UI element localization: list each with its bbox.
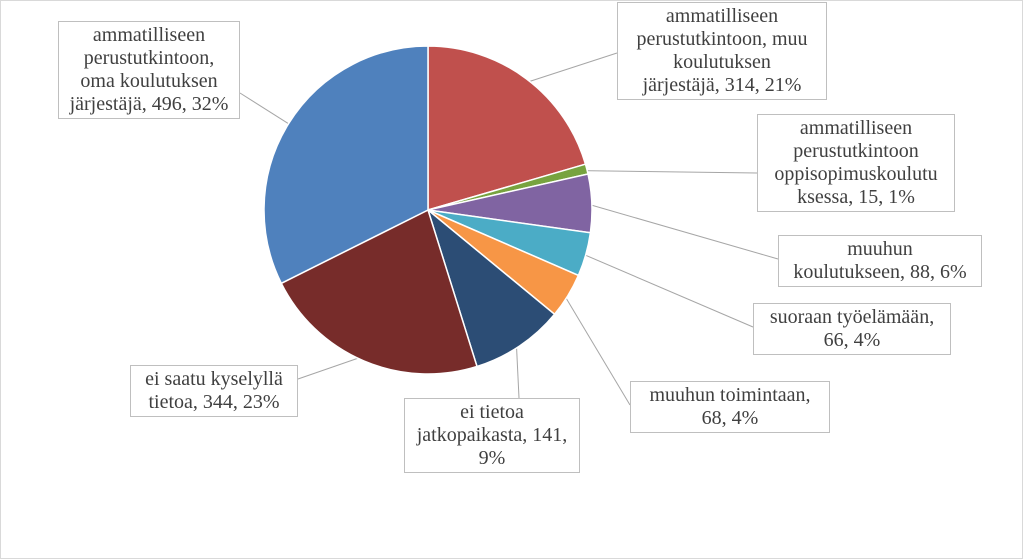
leader-line xyxy=(522,52,618,85)
data-label-line: ammatilliseen xyxy=(799,117,913,139)
pie-slice xyxy=(280,208,478,375)
data-label-line: ei saatu kyselyllä xyxy=(145,368,283,390)
data-label-line: tietoa, 344, 23% xyxy=(148,391,280,413)
data-label-line: jatkopaikasta, 141, xyxy=(416,424,568,446)
leader-line xyxy=(579,252,754,328)
data-label-line: 66, 4% xyxy=(823,329,881,351)
pie-slice xyxy=(263,45,429,285)
data-label-line: muuhun toimintaan, xyxy=(649,384,811,406)
data-label-line: koulutuksen xyxy=(673,51,771,73)
data-label-muuhun-koulutukseen: muuhun koulutukseen, 88, 6% xyxy=(778,235,982,287)
pie-slice xyxy=(427,45,587,211)
data-label-ei-tietoa: ei tietoa jatkopaikasta, 141, 9% xyxy=(404,398,580,473)
data-label-line: 68, 4% xyxy=(701,407,759,429)
leader-lines xyxy=(239,52,779,406)
data-label-line: ksessa, 15, 1% xyxy=(797,186,915,208)
leader-line xyxy=(239,92,294,128)
leader-line xyxy=(562,292,631,406)
data-label-line: muuhun xyxy=(847,238,913,260)
data-label-oppisopimus: ammatilliseen perustutkintoon oppisopimusk… xyxy=(757,114,955,212)
data-label-line: ammatilliseen xyxy=(92,24,206,46)
leader-line xyxy=(297,354,367,380)
data-label-line: ei tietoa xyxy=(460,401,524,423)
leader-line xyxy=(580,170,758,174)
data-label-ei-saatu: ei saatu kyselyllä tietoa, 344, 23% xyxy=(130,365,298,417)
data-label-line: perustutkintoon, muu xyxy=(636,28,808,50)
data-label-line: perustutkintoon, xyxy=(83,47,215,69)
data-label-muu-jarjestaja: ammatilliseen perustutkintoon, muu koulutu… xyxy=(617,2,827,100)
data-label-line: järjestäjä, 314, 21% xyxy=(642,74,802,96)
data-label-line: 9% xyxy=(478,447,506,469)
data-label-suoraan-tyoelamaan: suoraan työelämään, 66, 4% xyxy=(753,303,951,355)
data-label-muuhun-toimintaan: muuhun toimintaan, 68, 4% xyxy=(630,381,830,433)
data-label-line: suoraan työelämään, xyxy=(769,306,935,328)
pie-slices xyxy=(263,45,593,375)
data-label-line: oma koulutuksen xyxy=(80,70,218,92)
data-label-line: ammatilliseen xyxy=(665,5,779,27)
data-label-line: koulutukseen, 88, 6% xyxy=(793,261,967,283)
data-label-line: oppisopimuskoulutu xyxy=(774,163,938,185)
pie-slice xyxy=(426,207,556,368)
data-label-oma-jarjestaja: ammatilliseen perustutkintoon, oma koulutu… xyxy=(58,21,240,119)
data-label-line: perustutkintoon xyxy=(793,140,919,162)
data-label-line: järjestäjä, 496, 32% xyxy=(69,93,229,115)
leader-line xyxy=(585,203,779,260)
leader-line xyxy=(515,341,520,399)
